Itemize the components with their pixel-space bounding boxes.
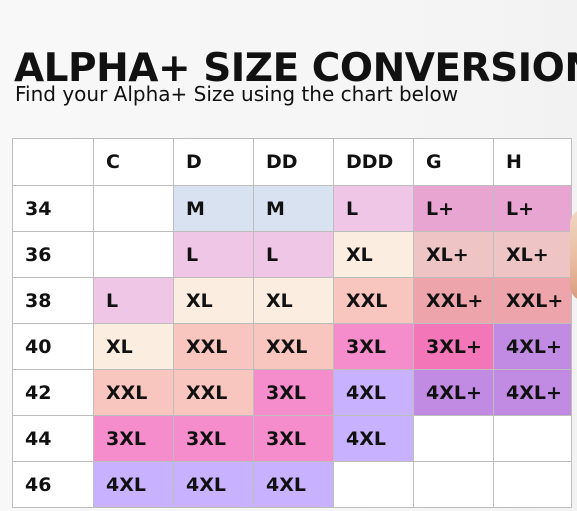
size-cell-34-h: L+ <box>494 186 571 232</box>
size-cell-42-ddd: 4XL <box>334 370 414 416</box>
size-cell-42-h: 4XL+ <box>494 370 571 416</box>
band-size-46: 46 <box>13 462 94 507</box>
size-cell-36-g: XL+ <box>414 232 494 278</box>
size-cell-44-g <box>414 416 494 462</box>
page-title: ALPHA+ SIZE CONVERSION <box>14 46 577 92</box>
band-size-44: 44 <box>13 416 94 462</box>
band-size-40: 40 <box>13 324 94 370</box>
size-cell-34-dd: M <box>254 186 334 232</box>
size-cell-46-dd: 4XL <box>254 462 334 507</box>
size-cell-40-dd: XXL <box>254 324 334 370</box>
size-cell-44-c: 3XL <box>94 416 174 462</box>
band-size-34: 34 <box>13 186 94 232</box>
size-cell-46-h <box>494 462 571 507</box>
size-cell-36-ddd: XL <box>334 232 414 278</box>
size-cell-34-g: L+ <box>414 186 494 232</box>
size-cell-38-g: XXL+ <box>414 278 494 324</box>
size-cell-40-ddd: 3XL <box>334 324 414 370</box>
size-cell-42-d: XXL <box>174 370 254 416</box>
size-cell-46-c: 4XL <box>94 462 174 507</box>
size-cell-36-c <box>94 232 174 278</box>
size-cell-38-dd: XL <box>254 278 334 324</box>
size-cell-44-h <box>494 416 571 462</box>
size-cell-44-d: 3XL <box>174 416 254 462</box>
size-cell-38-ddd: XXL <box>334 278 414 324</box>
size-cell-34-d: M <box>174 186 254 232</box>
band-size-38: 38 <box>13 278 94 324</box>
size-cell-46-g <box>414 462 494 507</box>
size-cell-34-ddd: L <box>334 186 414 232</box>
size-cell-42-dd: 3XL <box>254 370 334 416</box>
size-cell-36-d: L <box>174 232 254 278</box>
size-conversion-table: C D DD DDD G H 34 M M L L+ L+ 36 L L XL XL+ XL+ 38 L XL XL XXL… <box>12 138 572 508</box>
page-subtitle: Find your Alpha+ Size using the chart be… <box>15 82 459 106</box>
size-cell-42-g: 4XL+ <box>414 370 494 416</box>
cup-header-c: C <box>94 139 174 186</box>
band-size-36: 36 <box>13 232 94 278</box>
cup-header-h: H <box>494 139 571 186</box>
size-cell-46-d: 4XL <box>174 462 254 507</box>
size-cell-36-dd: L <box>254 232 334 278</box>
size-cell-34-c <box>94 186 174 232</box>
size-cell-40-h: 4XL+ <box>494 324 571 370</box>
cup-header-g: G <box>414 139 494 186</box>
table-corner-cell <box>13 139 94 186</box>
size-cell-38-h: XXL+ <box>494 278 571 324</box>
band-size-42: 42 <box>13 370 94 416</box>
size-cell-40-g: 3XL+ <box>414 324 494 370</box>
size-cell-38-d: XL <box>174 278 254 324</box>
size-cell-36-h: XL+ <box>494 232 571 278</box>
cup-header-d: D <box>174 139 254 186</box>
size-cell-40-c: XL <box>94 324 174 370</box>
size-cell-44-ddd: 4XL <box>334 416 414 462</box>
cup-header-ddd: DDD <box>334 139 414 186</box>
size-cell-44-dd: 3XL <box>254 416 334 462</box>
cup-header-dd: DD <box>254 139 334 186</box>
size-cell-38-c: L <box>94 278 174 324</box>
size-cell-42-c: XXL <box>94 370 174 416</box>
size-cell-46-ddd <box>334 462 414 507</box>
size-cell-40-d: XXL <box>174 324 254 370</box>
decorative-side-accent <box>570 209 577 301</box>
